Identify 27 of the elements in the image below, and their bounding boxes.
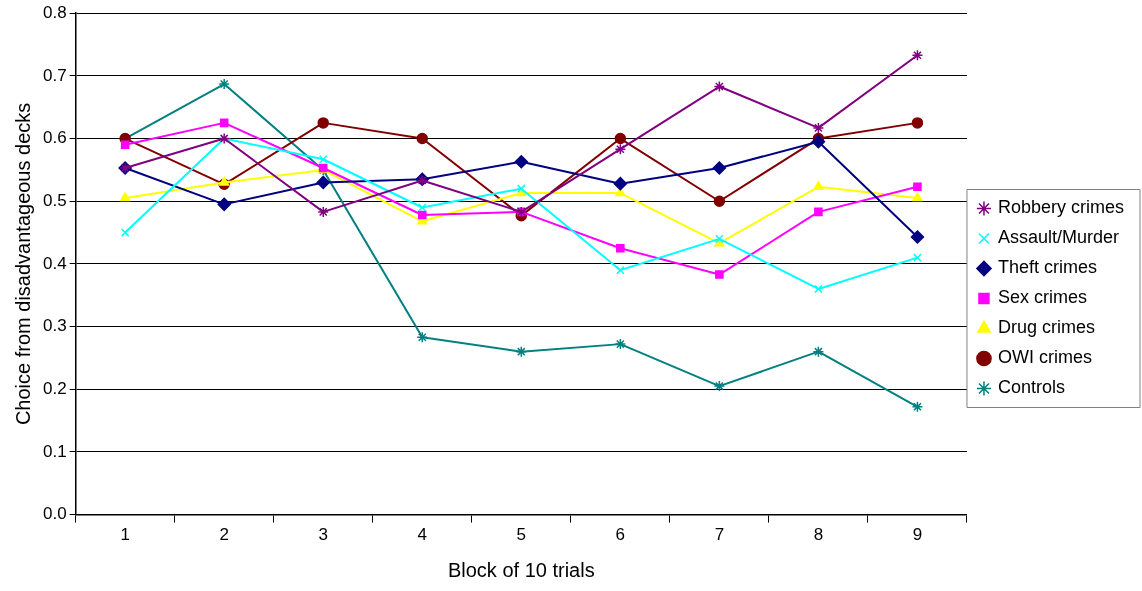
legend-label: Assault/Murder [997,227,1120,248]
x-tick-label: 6 [615,525,626,545]
x-axis-title: Block of 10 trials [447,558,595,581]
x-tick-label: 9 [912,525,923,545]
x-tick-label: 2 [219,525,229,545]
y-axis-title: Choice from disadvantageous decks [11,102,34,426]
y-tick-label: 0.2 [42,378,67,398]
x-tick-label: 1 [120,525,130,545]
legend-label: Controls [997,377,1065,398]
legend-label: Theft crimes [997,257,1097,278]
x-tick-label: 4 [417,525,427,545]
y-tick-label: 0.1 [42,441,67,461]
x-tick-label: 8 [813,525,824,545]
y-tick-label: 0.8 [42,2,67,22]
legend-label: Robbery crimes [997,197,1125,218]
x-tick-label: 7 [714,525,725,545]
y-tick-label: 0.6 [42,128,67,148]
y-tick-label: 0.0 [42,504,67,524]
legend-label: OWI crimes [997,347,1092,368]
y-tick-label: 0.5 [42,190,67,210]
y-tick-label: 0.4 [42,253,67,273]
y-tick-label: 0.3 [42,316,67,336]
x-tick-label: 3 [318,525,328,545]
legend-label: Sex crimes [997,287,1087,308]
y-tick-label: 0.7 [42,65,67,85]
legend-label: Drug crimes [997,317,1095,338]
x-tick-label: 5 [516,525,527,545]
